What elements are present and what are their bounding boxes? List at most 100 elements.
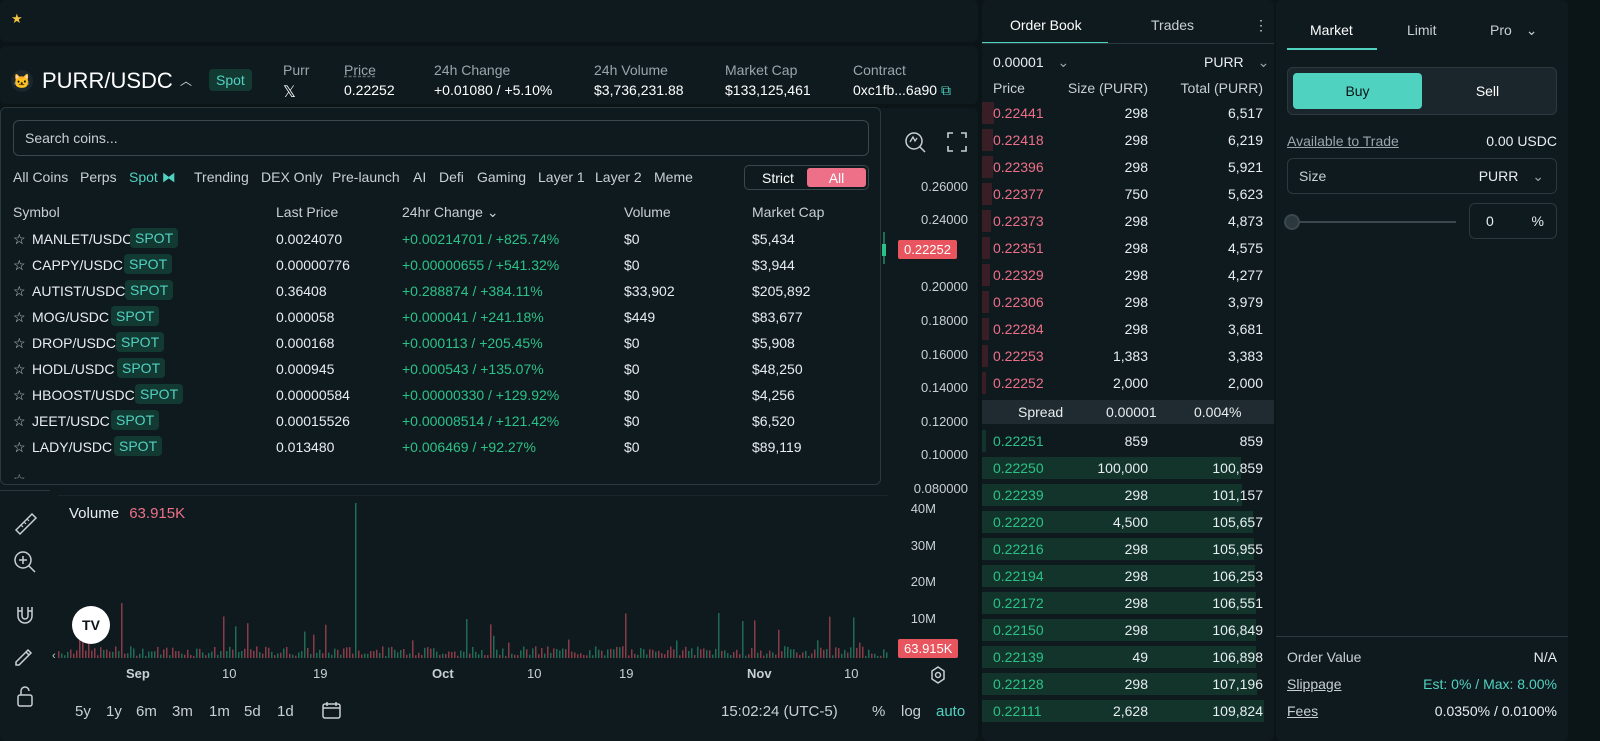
bid-row[interactable]: 0.22251 859 859 [982,428,1274,454]
sell-button[interactable]: Sell [1475,83,1500,99]
lock-icon[interactable] [12,684,38,710]
calendar-icon[interactable] [321,700,343,720]
magnet-icon[interactable] [12,603,38,629]
filter-pre-launch[interactable]: Pre-launch [332,169,400,185]
ask-row[interactable]: 0.22329 298 4,277 [982,262,1274,288]
search-coins-input[interactable] [13,120,869,156]
star-icon[interactable]: ☆ [13,309,26,325]
coin-row[interactable]: ☆ DROP/USDC SPOT 0.000168 +0.000113 / +205.4… [1,331,880,357]
tradingview-logo[interactable]: TV [72,606,110,644]
slippage-label[interactable]: Slippage [1287,676,1342,692]
ask-row[interactable]: 0.22306 298 3,979 [982,289,1274,315]
tab-order-book[interactable]: Order Book [1010,17,1082,33]
more-options-icon[interactable]: ⋮ [1254,17,1268,33]
star-icon[interactable]: ☆ [13,283,26,299]
filter-layer-1[interactable]: Layer 1 [538,169,585,185]
range-1m-button[interactable]: 1m [209,703,230,720]
percent-scale-button[interactable]: % [872,703,886,720]
filter-all-coins[interactable]: All Coins [13,169,69,185]
pencil-lock-icon[interactable] [12,642,38,668]
coin-row[interactable]: ☆ MOG/USDC SPOT 0.000058 +0.000041 / +241.18… [1,305,880,331]
filter-gaming[interactable]: Gaming [477,169,527,185]
star-icon[interactable]: ☆ [13,387,26,403]
col-last-price[interactable]: Last Price [276,204,339,220]
external-link-icon[interactable]: ⧉ [940,82,951,98]
coin-row-partial[interactable]: ☆ [1,467,880,479]
star-icon[interactable]: ☆ [13,413,26,429]
tab-limit[interactable]: Limit [1407,22,1437,38]
bid-row[interactable]: 0.22220 4,500 105,657 [982,509,1274,535]
collapse-toolbar-icon[interactable]: ‹ [52,650,56,662]
coin-row[interactable]: ☆ LADY/USDC SPOT 0.013480 +0.006469 / +92.27… [1,435,880,461]
ask-row[interactable]: 0.22377 750 5,623 [982,181,1274,207]
ask-row[interactable]: 0.22253 1,383 3,383 [982,343,1274,369]
indicator-icon[interactable] [903,130,927,154]
tab-trades[interactable]: Trades [1151,17,1195,33]
filter-defi[interactable]: Defi [439,169,464,185]
tab-pro[interactable]: Pro ⌄ [1490,22,1537,39]
coin-row[interactable]: ☆ MANLET/USDC SPOT 0.0024070 +0.00214701 / +… [1,227,880,253]
col-market-cap[interactable]: Market Cap [752,204,825,220]
bid-row[interactable]: 0.22194 298 106,253 [982,563,1274,589]
ask-row[interactable]: 0.22441 298 6,517 [982,100,1274,126]
col-symbol[interactable]: Symbol [13,204,60,220]
size-unit-select[interactable]: PURR ⌄ [1479,168,1544,185]
star-icon[interactable]: ☆ [13,231,26,247]
coin-row[interactable]: ☆ HODL/USDC SPOT 0.000945 +0.000543 / +135.0… [1,357,880,383]
auto-scale-button[interactable]: auto [936,703,966,720]
size-slider-handle[interactable] [1284,214,1300,230]
coin-row[interactable]: ☆ CAPPY/USDC SPOT 0.00000776 +0.00000655 / +… [1,253,880,279]
available-label[interactable]: Available to Trade [1287,133,1399,149]
star-icon[interactable]: ☆ [13,335,26,351]
all-option[interactable]: All [807,168,866,187]
size-field[interactable]: Size PURR ⌄ [1287,158,1557,194]
contract-link[interactable]: 0xc1fb...6a90 ⧉ [853,82,951,99]
coin-row[interactable]: ☆ JEET/USDC SPOT 0.00015526 +0.00008514 / +1… [1,409,880,435]
range-5d-button[interactable]: 5d [244,703,261,720]
ruler-icon[interactable] [12,510,38,536]
size-slider-track[interactable] [1292,221,1456,223]
bid-row[interactable]: 0.22172 298 106,551 [982,590,1274,616]
buy-button[interactable]: Buy [1293,73,1422,109]
filter-perps[interactable]: Perps [80,169,117,185]
col-24hr-change[interactable]: 24hr Change ⌄ [402,204,499,221]
asset-select[interactable]: PURR ⌄ [1204,54,1269,71]
range-1d-button[interactable]: 1d [277,703,294,720]
log-scale-button[interactable]: log [901,703,922,720]
bid-row[interactable]: 0.22250 100,000 100,859 [982,455,1274,481]
ask-row[interactable]: 0.22252 2,000 2,000 [982,370,1274,396]
ask-row[interactable]: 0.22373 298 4,873 [982,208,1274,234]
bid-row[interactable]: 0.22150 298 106,849 [982,617,1274,643]
filter-layer-2[interactable]: Layer 2 [595,169,642,185]
star-icon[interactable]: ☆ [13,471,26,479]
filter-dex-only[interactable]: DEX Only [261,169,323,185]
ask-row[interactable]: 0.22284 298 3,681 [982,316,1274,342]
bid-row[interactable]: 0.22139 49 106,898 [982,644,1274,670]
x-social-icon[interactable]: 𝕏 [283,84,296,101]
range-1y-button[interactable]: 1y [106,703,122,720]
fullscreen-icon[interactable] [946,131,968,153]
ask-row[interactable]: 0.22351 298 4,575 [982,235,1274,261]
bid-row[interactable]: 0.22128 298 107,196 [982,671,1274,697]
settings-gear-icon[interactable] [928,665,948,685]
range-6m-button[interactable]: 6m [136,703,157,720]
filter-spot[interactable]: Spot ⧓ [129,169,176,186]
tick-size-select[interactable]: 0.00001 ⌄ [993,54,1069,71]
zoom-in-icon[interactable] [12,549,38,575]
coin-row[interactable]: ☆ HBOOST/USDC SPOT 0.00000584 +0.00000330 / … [1,383,880,409]
filter-trending[interactable]: Trending [194,169,249,185]
chevron-up-icon[interactable]: ︿ [180,74,193,88]
star-icon[interactable]: ☆ [13,257,26,273]
star-icon[interactable]: ☆ [13,361,26,377]
fees-label[interactable]: Fees [1287,703,1319,719]
ask-row[interactable]: 0.22396 298 5,921 [982,154,1274,180]
bid-row[interactable]: 0.22216 298 105,955 [982,536,1274,562]
bid-row[interactable]: 0.22111 2,628 109,824 [982,698,1274,724]
col-volume[interactable]: Volume [624,204,671,220]
strict-option[interactable]: Strict [762,169,794,186]
ask-row[interactable]: 0.22418 298 6,219 [982,127,1274,153]
star-icon[interactable]: ★ [11,11,23,26]
range-5y-button[interactable]: 5y [75,703,91,720]
star-icon[interactable]: ☆ [13,439,26,455]
bid-row[interactable]: 0.22239 298 101,157 [982,482,1274,508]
